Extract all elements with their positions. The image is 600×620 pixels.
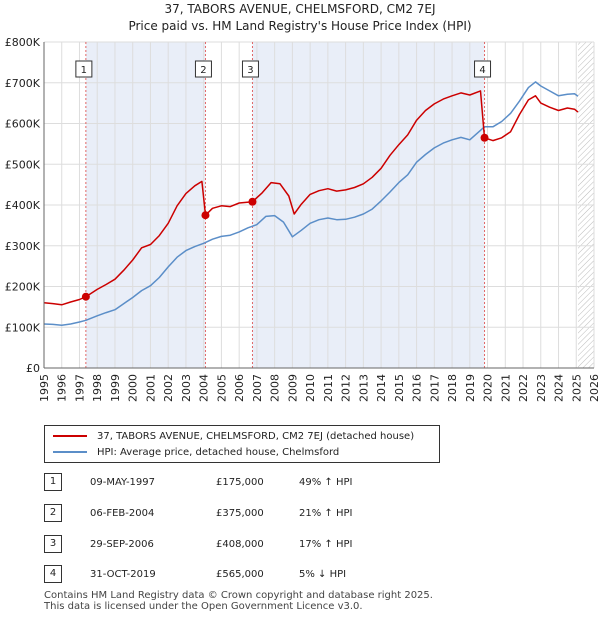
sale-label-box: [75, 60, 93, 78]
legend-item-property: 37, TABORS AVENUE, CHELMSFORD, CM2 7EJ (…: [53, 429, 414, 445]
x-tick-label: 1995: [38, 374, 51, 402]
x-tick-label: 2025: [570, 374, 583, 402]
x-tick-label: 2005: [215, 374, 228, 402]
sale-date: 09-MAY-1997: [90, 477, 156, 488]
footer-line: This data is licensed under the Open Gov…: [44, 601, 363, 612]
sale-hpi-change: 17% ↑ HPI: [299, 539, 353, 550]
x-tick-label: 2001: [144, 374, 157, 402]
chart-subtitle: Price paid vs. HM Land Registry's House …: [128, 19, 471, 33]
y-tick-label: £500K: [5, 158, 41, 171]
y-tick-label: £0: [26, 362, 40, 375]
sale-label-number: 4: [479, 65, 485, 76]
x-tick-label: 2006: [233, 374, 246, 402]
sale-label-box: [241, 60, 259, 78]
hpi-line: [43, 81, 579, 326]
x-tick-label: 2026: [588, 374, 600, 402]
x-tick-label: 2016: [411, 374, 424, 402]
x-tick-label: 2018: [446, 374, 459, 402]
y-tick-label: £400K: [5, 199, 41, 212]
footer-line: Contains HM Land Registry data © Crown c…: [44, 590, 433, 601]
x-tick-label: 2004: [198, 374, 211, 402]
sale-label-number: 3: [247, 65, 253, 76]
y-tick-label: £800K: [5, 36, 41, 49]
sale-label-box: [194, 60, 212, 78]
sale-point: [480, 133, 489, 142]
legend-line-hpi: [53, 451, 87, 453]
x-tick-label: 2012: [340, 374, 353, 402]
x-tick-label: 1999: [109, 374, 122, 402]
sale-number: 2: [44, 504, 62, 522]
y-tick-label: £600K: [5, 118, 41, 131]
sale-price: £565,000: [216, 569, 264, 580]
sale-label-number: 2: [200, 65, 206, 76]
y-tick-label: £100K: [5, 321, 41, 334]
x-tick-label: 1998: [91, 374, 104, 402]
sale-date: 31-OCT-2019: [90, 569, 156, 580]
x-tick-label: 2000: [127, 374, 140, 402]
sale-point: [81, 292, 90, 301]
property-price-line: [43, 90, 579, 306]
x-tick-label: 2003: [180, 374, 193, 402]
sale-price: £408,000: [216, 539, 264, 550]
x-tick-label: 2017: [428, 374, 441, 402]
chart-title: 37, TABORS AVENUE, CHELMSFORD, CM2 7EJ: [164, 2, 435, 16]
x-tick-label: 2024: [553, 374, 566, 402]
x-tick-label: 2021: [499, 374, 512, 402]
x-tick-label: 2015: [393, 374, 406, 402]
x-tick-label: 2014: [375, 374, 388, 402]
x-tick-label: 2020: [482, 374, 495, 402]
x-tick-label: 2019: [464, 374, 477, 402]
sale-hpi-change: 5% ↓ HPI: [299, 569, 347, 580]
sale-price: £375,000: [216, 508, 264, 519]
x-tick-label: 2008: [269, 374, 282, 402]
x-tick-label: 2023: [535, 374, 548, 402]
y-tick-label: £700K: [5, 77, 41, 90]
legend-label-hpi: HPI: Average price, detached house, Chel…: [97, 447, 340, 458]
sale-point: [248, 197, 257, 206]
y-tick-label: £200K: [5, 281, 41, 294]
sale-label-number: 1: [81, 65, 87, 76]
sale-label-box: [474, 60, 492, 78]
y-tick-label: £300K: [5, 240, 41, 253]
x-tick-label: 2010: [304, 374, 317, 402]
x-tick-label: 1997: [73, 374, 86, 402]
legend-label-property: 37, TABORS AVENUE, CHELMSFORD, CM2 7EJ (…: [97, 431, 415, 442]
x-tick-label: 2007: [251, 374, 264, 402]
sale-price: £175,000: [216, 477, 264, 488]
x-tick-label: 2022: [517, 374, 530, 402]
legend-item-hpi: HPI: Average price, detached house, Chel…: [53, 445, 339, 461]
footer-attribution: Contains HM Land Registry data © Crown c…: [44, 590, 433, 612]
sale-date: 06-FEB-2004: [90, 508, 155, 519]
legend: 37, TABORS AVENUE, CHELMSFORD, CM2 7EJ (…: [44, 425, 440, 463]
sale-date: 29-SEP-2006: [90, 539, 154, 550]
price-chart: 37, TABORS AVENUE, CHELMSFORD, CM2 7EJ P…: [5, 2, 600, 402]
sale-number: 3: [44, 535, 62, 553]
x-tick-label: 2009: [286, 374, 299, 402]
x-tick-label: 2002: [162, 374, 175, 402]
sale-point: [201, 211, 210, 220]
x-tick-label: 1996: [56, 374, 69, 402]
x-tick-label: 2011: [322, 374, 335, 402]
sale-number: 4: [44, 565, 62, 583]
sale-hpi-change: 21% ↑ HPI: [299, 508, 353, 519]
sale-hpi-change: 49% ↑ HPI: [299, 477, 353, 488]
sale-number: 1: [44, 473, 62, 491]
x-tick-label: 2013: [357, 374, 370, 402]
legend-line-property: [53, 435, 87, 437]
